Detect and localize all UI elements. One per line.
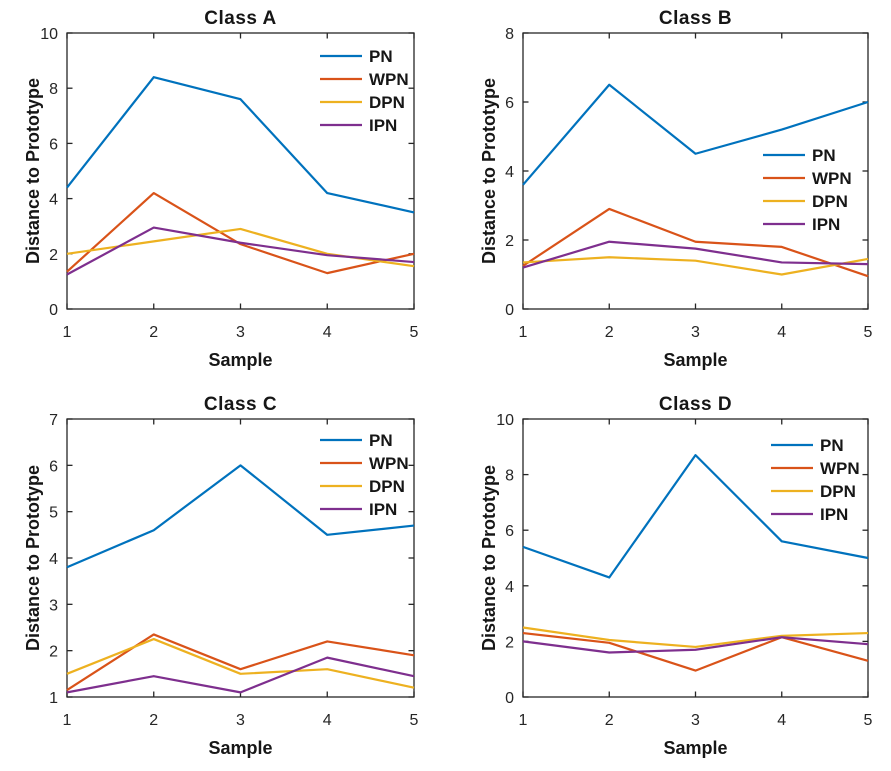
series-line-wpn [66, 191, 415, 275]
series-line-ipn [66, 226, 415, 276]
y-tick-label: 2 [505, 634, 514, 651]
y-tick-label: 0 [505, 690, 514, 707]
y-axis-label: Distance to Prototype [23, 78, 43, 264]
y-axis-label: Distance to Prototype [479, 78, 499, 264]
x-tick-label: 5 [410, 712, 419, 729]
y-tick-label: 0 [49, 302, 58, 319]
series-line-ipn [522, 636, 869, 654]
series-line-wpn [522, 207, 869, 278]
y-axis-label: Distance to Prototype [479, 465, 499, 651]
y-tick-label: 1 [49, 690, 58, 707]
x-tick-label: 3 [691, 324, 700, 341]
y-tick-label: 2 [49, 247, 58, 264]
legend-label-dpn: DPN [369, 93, 405, 112]
y-tick-label: 8 [505, 26, 514, 43]
y-tick-label: 2 [49, 644, 58, 661]
legend-label-ipn: IPN [369, 500, 397, 519]
y-tick-label: 10 [40, 26, 58, 43]
subplot-title: Class A [204, 8, 277, 29]
x-tick-label: 4 [777, 712, 786, 729]
series-line-pn [66, 76, 415, 214]
x-tick-label: 5 [410, 324, 419, 341]
x-tick-label: 2 [605, 712, 614, 729]
y-tick-label: 7 [49, 412, 58, 429]
y-tick-label: 4 [505, 164, 514, 181]
y-tick-label: 2 [505, 233, 514, 250]
y-tick-label: 4 [505, 579, 514, 596]
axes-box [66, 32, 415, 310]
legend-label-pn: PN [369, 47, 393, 66]
subplot-class-a: 1 2 3 4 5 0 2 4 6 8 10 Class A Sample Distance to Pro… [23, 8, 419, 370]
y-tick-label: 8 [505, 468, 514, 485]
x-tick-label: 3 [236, 324, 245, 341]
x-axis-label: Sample [208, 350, 272, 370]
x-tick-label: 5 [864, 324, 873, 341]
series-line-dpn [66, 637, 415, 689]
series-line-wpn [66, 633, 415, 691]
legend-label-pn: PN [812, 146, 836, 165]
legend-label-wpn: WPN [369, 70, 409, 89]
y-tick-label: 8 [49, 81, 58, 98]
series-line-ipn [66, 656, 415, 694]
x-axis-label: Sample [663, 350, 727, 370]
x-tick-label: 1 [63, 712, 72, 729]
x-tick-label: 2 [149, 712, 158, 729]
subplot-title: Class D [659, 394, 732, 415]
legend-label-wpn: WPN [812, 169, 852, 188]
y-tick-label: 6 [505, 95, 514, 112]
y-tick-label: 6 [505, 523, 514, 540]
x-tick-label: 4 [323, 324, 332, 341]
y-tick-label: 6 [49, 458, 58, 475]
x-tick-label: 4 [323, 712, 332, 729]
legend-label-dpn: DPN [820, 482, 856, 501]
y-tick-label: 4 [49, 551, 58, 568]
axes-box [66, 418, 415, 698]
x-tick-label: 3 [236, 712, 245, 729]
x-tick-label: 4 [777, 324, 786, 341]
series-line-dpn [522, 256, 869, 276]
series-line-pn [522, 454, 869, 579]
legend-label-ipn: IPN [812, 215, 840, 234]
x-tick-label: 1 [519, 324, 528, 341]
legend-label-pn: PN [820, 436, 844, 455]
x-axis-label: Sample [208, 738, 272, 758]
y-tick-label: 4 [49, 192, 58, 209]
subplot-class-d: 1 2 3 4 5 0 2 4 6 8 10 Class D Sample Distance to Pro… [479, 394, 873, 758]
x-axis-label: Sample [663, 738, 727, 758]
legend-label-ipn: IPN [820, 505, 848, 524]
x-tick-label: 3 [691, 712, 700, 729]
series-line-pn [522, 83, 869, 186]
x-tick-label: 1 [519, 712, 528, 729]
x-tick-label: 1 [63, 324, 72, 341]
y-tick-label: 0 [505, 302, 514, 319]
y-axis-label: Distance to Prototype [23, 465, 43, 651]
subplot-class-c: 1 2 3 4 5 1 2 3 4 5 6 7 Class C Sample Distance to Pro… [23, 394, 419, 758]
legend-label-dpn: DPN [369, 477, 405, 496]
series-line-pn [66, 464, 415, 569]
legend-label-wpn: WPN [369, 454, 409, 473]
x-tick-label: 2 [149, 324, 158, 341]
legend-label-pn: PN [369, 431, 393, 450]
x-tick-label: 5 [864, 712, 873, 729]
series-line-wpn [522, 631, 869, 672]
series-line-dpn [522, 626, 869, 649]
subplot-class-b: 1 2 3 4 5 0 2 4 6 8 Class B Sample Distance to Proto… [479, 8, 873, 370]
subplot-title: Class B [659, 8, 732, 29]
series-line-ipn [522, 240, 869, 269]
y-tick-label: 3 [49, 597, 58, 614]
legend-label-ipn: IPN [369, 116, 397, 135]
legend-label-wpn: WPN [820, 459, 860, 478]
subplot-title: Class C [204, 394, 277, 415]
x-tick-label: 2 [605, 324, 614, 341]
y-tick-label: 5 [49, 505, 58, 522]
axes-box [522, 418, 869, 698]
y-tick-label: 6 [49, 136, 58, 153]
legend-label-dpn: DPN [812, 192, 848, 211]
y-tick-label: 10 [496, 412, 514, 429]
